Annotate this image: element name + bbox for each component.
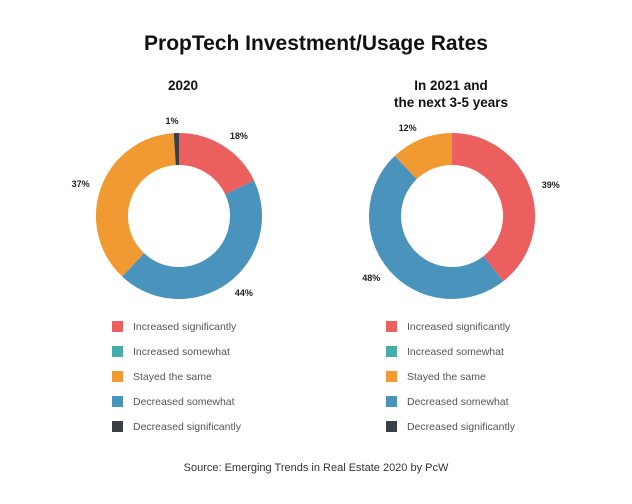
data-label-decreased-somewhat: 48%: [362, 273, 380, 283]
legend-swatch: [386, 396, 397, 407]
legend-item-decreased-somewhat: Decreased somewhat: [386, 389, 515, 414]
legend-2020: Increased significantly Increased somewha…: [112, 314, 241, 439]
legend-item-decreased-somewhat: Decreased somewhat: [112, 389, 241, 414]
donut-slice-decreased-somewhat: [122, 180, 262, 299]
legend-swatch: [112, 346, 123, 357]
legend-swatch: [112, 321, 123, 332]
legend-swatch: [112, 421, 123, 432]
data-label-decreased-significantly: 1%: [166, 116, 179, 126]
donut-slice-stayed-the-same: [394, 133, 453, 180]
legend-label: Stayed the same: [133, 370, 212, 383]
legend-label: Increased significantly: [407, 320, 511, 333]
chart-title-2021: In 2021 and the next 3-5 years: [393, 78, 509, 110]
legend-item-decreased-significantly: Decreased significantly: [386, 414, 515, 439]
legend-swatch: [386, 371, 397, 382]
data-label-increased-significantly: 39%: [542, 180, 560, 190]
data-label-decreased-somewhat: 44%: [235, 288, 253, 298]
legend-swatch: [386, 346, 397, 357]
legend-item-decreased-significantly: Decreased significantly: [112, 414, 241, 439]
legend-item-increased-significantly: Increased significantly: [386, 314, 515, 339]
donut-slice-stayed-the-same: [96, 133, 177, 277]
legend-swatch: [386, 321, 397, 332]
legend-label: Increased somewhat: [407, 345, 504, 358]
legend-label: Decreased significantly: [133, 420, 241, 433]
legend-label: Stayed the same: [407, 370, 486, 383]
data-label-increased-significantly: 18%: [230, 131, 248, 141]
legend-label: Increased significantly: [133, 320, 237, 333]
legend-label: Decreased somewhat: [133, 395, 235, 408]
legend-item-increased-significantly: Increased significantly: [112, 314, 241, 339]
legend-swatch: [112, 396, 123, 407]
legend-label: Decreased significantly: [407, 420, 515, 433]
legend-item-stayed-the-same: Stayed the same: [386, 364, 515, 389]
legend-label: Decreased somewhat: [407, 395, 509, 408]
legend-swatch: [386, 421, 397, 432]
chart-title-2020: 2020: [167, 78, 199, 93]
legend-swatch: [112, 371, 123, 382]
data-label-stayed-the-same: 12%: [399, 123, 417, 133]
donut-slice-increased-significantly: [178, 133, 255, 195]
chart-main-title: PropTech Investment/Usage Rates: [144, 32, 488, 55]
donut-slice-increased-significantly: [451, 133, 535, 282]
legend-item-increased-somewhat: Increased somewhat: [112, 339, 241, 364]
legend-item-stayed-the-same: Stayed the same: [112, 364, 241, 389]
legend-item-increased-somewhat: Increased somewhat: [386, 339, 515, 364]
data-label-stayed-the-same: 37%: [72, 179, 90, 189]
source-note: Source: Emerging Trends in Real Estate 2…: [183, 462, 449, 474]
donut-slice-decreased-somewhat: [369, 155, 504, 299]
legend-label: Increased somewhat: [133, 345, 230, 358]
legend-2021: Increased significantly Increased somewha…: [386, 314, 515, 439]
